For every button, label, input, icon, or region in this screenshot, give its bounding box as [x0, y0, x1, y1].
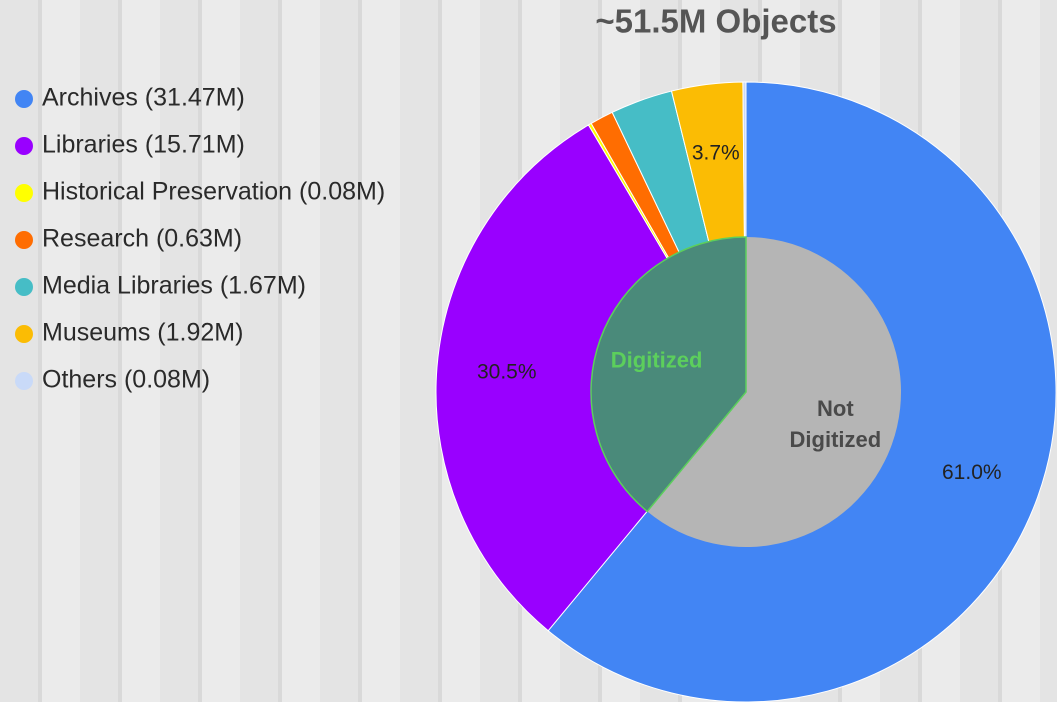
legend-swatch: [15, 231, 33, 249]
legend-label: Historical Preservation (0.08M): [42, 178, 385, 206]
legend-label: Others (0.08M): [42, 366, 210, 394]
legend-swatch: [15, 278, 33, 296]
chart-title: ~51.5M Objects: [595, 3, 836, 40]
value-label: 30.5%: [477, 360, 537, 383]
inner-slice: [590, 236, 747, 513]
legend-swatch: [15, 325, 33, 343]
legend-label: Archives (31.47M): [42, 84, 245, 112]
value-label: 3.7%: [692, 141, 740, 164]
value-label: 61.0%: [942, 461, 1002, 484]
legend-swatch: [15, 137, 33, 155]
inner-label: Not Digitized: [789, 396, 882, 453]
inner-slice: [647, 237, 901, 548]
legend-label: Libraries (15.71M): [42, 131, 245, 159]
legend-swatch: [15, 372, 33, 390]
legend-label: Museums (1.92M): [42, 319, 243, 347]
legend-label: Research (0.63M): [42, 225, 242, 253]
legend-swatch: [15, 90, 33, 108]
legend-swatch: [15, 184, 33, 202]
inner-label: Digitized: [610, 347, 703, 373]
legend-label: Media Libraries (1.67M): [42, 272, 306, 300]
